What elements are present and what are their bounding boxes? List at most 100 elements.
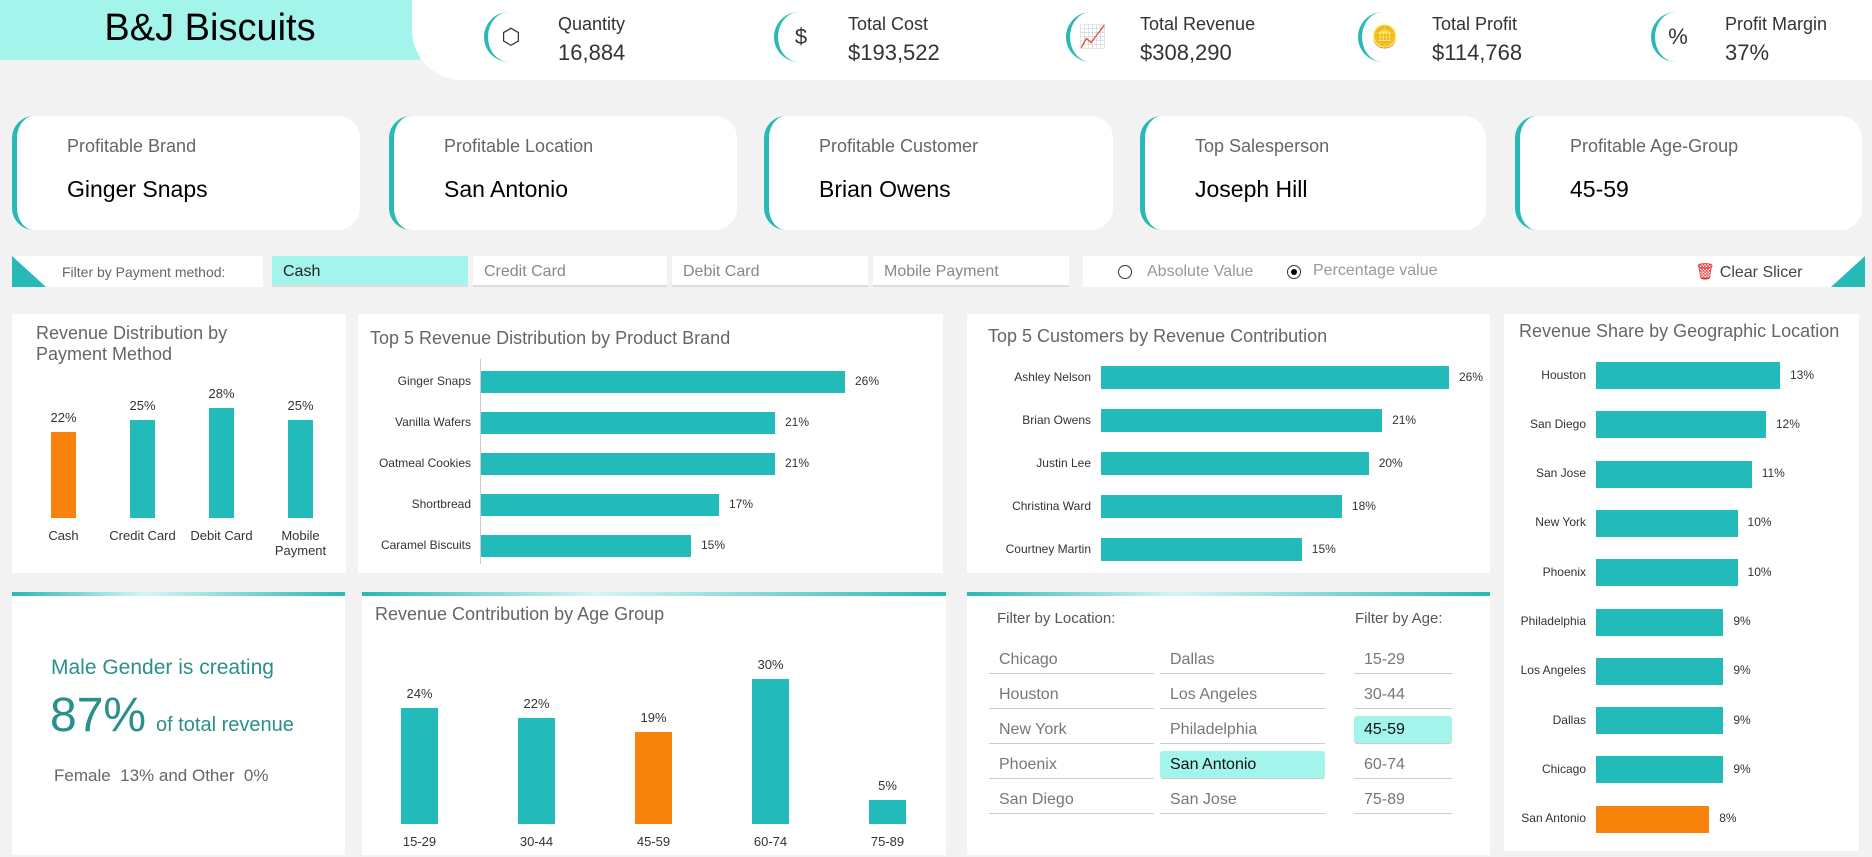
category-label: San Jose	[1535, 466, 1586, 481]
kpi-quantity: ⬡ Quantity 16,884	[484, 8, 744, 72]
bar	[1596, 608, 1724, 636]
location-filter-chicago[interactable]: Chicago	[989, 646, 1154, 674]
card-value: San Antonio	[444, 176, 569, 202]
category-label: Shortbread	[411, 497, 471, 511]
age-filter-label: Filter by Age:	[1355, 610, 1443, 627]
clear-slicer-button[interactable]: 🗑 Clear Slicer	[1695, 262, 1802, 282]
card-label: Top Salesperson	[1195, 136, 1330, 156]
category-label: 60-74	[753, 834, 788, 849]
age-filter-75-89[interactable]: 75-89	[1354, 786, 1452, 814]
card-label: Profitable Customer	[819, 136, 979, 156]
location-filter-dallas[interactable]: Dallas	[1160, 646, 1325, 674]
bar	[1596, 411, 1766, 439]
card-label: Profitable Location	[444, 136, 594, 156]
data-label: 9%	[1733, 663, 1751, 678]
bar	[130, 419, 155, 518]
bar	[518, 717, 555, 824]
data-label: 28%	[208, 386, 235, 401]
data-label: 9%	[1733, 712, 1751, 727]
age-filter-30-44[interactable]: 30-44	[1354, 681, 1452, 709]
bar	[481, 412, 775, 434]
age-filter-15-29[interactable]: 15-29	[1354, 646, 1452, 674]
bar	[481, 535, 691, 557]
kpi-profit-margin: % Profit Margin 37%	[1651, 8, 1872, 72]
bar	[288, 419, 313, 518]
hand-money-icon: 🪙	[1358, 12, 1408, 62]
category-label: Mobile Payment	[274, 528, 327, 558]
card-label: Profitable Age-Group	[1570, 136, 1739, 156]
age-filter-60-74[interactable]: 60-74	[1354, 751, 1452, 779]
kpi-total-revenue: 📈 Total Revenue $308,290	[1066, 8, 1326, 72]
radio-absolute-label[interactable]: Absolute Value	[1147, 263, 1254, 280]
location-filter-san-jose[interactable]: San Jose	[1160, 786, 1325, 814]
category-label: Houston	[1541, 367, 1586, 382]
data-label: 22%	[50, 409, 77, 425]
data-label: 24%	[406, 686, 433, 701]
bar	[1596, 509, 1738, 537]
location-filter-houston[interactable]: Houston	[989, 681, 1154, 709]
category-label: Vanilla Wafers	[394, 415, 471, 429]
data-label: 13%	[1790, 367, 1815, 382]
radio-absolute[interactable]	[1118, 265, 1132, 279]
data-label: 26%	[855, 374, 880, 388]
data-label: 15%	[1311, 541, 1336, 556]
card-value: 45-59	[1570, 176, 1629, 202]
location-filter-san-antonio[interactable]: San Antonio	[1160, 751, 1325, 779]
category-label: Ashley Nelson	[1014, 369, 1091, 384]
location-filter-new-york[interactable]: New York	[989, 716, 1154, 744]
bar	[401, 708, 438, 824]
gender-line1: Male Gender is creating	[51, 656, 274, 679]
location-filter-label: Filter by Location:	[997, 610, 1116, 627]
kpi-value: $308,290	[1140, 40, 1232, 65]
category-label: Debit Card	[190, 528, 253, 543]
location-filter-san-diego[interactable]: San Diego	[989, 786, 1154, 814]
chart-title: Revenue Contribution by Age Group	[375, 604, 665, 624]
location-filter-philadelphia[interactable]: Philadelphia	[1160, 716, 1325, 744]
bar	[1596, 756, 1724, 784]
gender-panel: Male Gender is creating 87% of total rev…	[12, 596, 345, 855]
category-label: Cash	[48, 528, 79, 543]
payment-filter-debit-card[interactable]: Debit Card	[672, 256, 868, 287]
data-label: 15%	[701, 538, 726, 552]
category-label: 75-89	[870, 834, 905, 849]
category-label: Christina Ward	[1012, 498, 1091, 513]
data-label: 21%	[785, 456, 810, 470]
gender-panel-topline	[12, 592, 345, 596]
age-filter-45-59[interactable]: 45-59	[1354, 716, 1452, 744]
bar	[1101, 538, 1302, 561]
clear-slicer-label: Clear Slicer	[1719, 264, 1803, 281]
bar	[1596, 460, 1752, 488]
data-label: 30%	[757, 657, 784, 672]
category-label: Ginger Snaps	[397, 374, 471, 388]
value-mode-panel: Absolute Value Percentage value 🗑 Clear …	[1083, 256, 1865, 287]
data-label: 12%	[1775, 416, 1800, 431]
location-filter-phoenix[interactable]: Phoenix	[989, 751, 1154, 779]
category-label: Justin Lee	[1036, 455, 1091, 470]
payment-filter-mobile-payment[interactable]: Mobile Payment	[873, 256, 1069, 287]
bar	[481, 371, 845, 393]
payment-filter-cash[interactable]: Cash	[272, 256, 468, 287]
bar	[1596, 707, 1724, 735]
bar	[1596, 362, 1780, 389]
data-label: 22%	[523, 695, 550, 711]
radio-percentage-label[interactable]: Percentage value	[1313, 262, 1438, 279]
payment-filter-credit-card[interactable]: Credit Card	[473, 256, 667, 287]
bar	[209, 408, 234, 518]
category-label: Caramel Biscuits	[380, 538, 471, 552]
card-profitable-age-group: Profitable Age-Group 45-59	[1515, 116, 1862, 230]
bar	[51, 431, 76, 518]
filter-panel-topline	[967, 592, 1490, 596]
dashboard-title: B&J Biscuits	[0, 0, 420, 60]
location-filter-los-angeles[interactable]: Los Angeles	[1160, 681, 1325, 709]
category-label: San Diego	[1529, 416, 1586, 431]
bar	[1101, 495, 1342, 518]
bar	[635, 732, 672, 824]
kpi-label: Total Profit	[1432, 14, 1518, 34]
customer-chart-panel: Top 5 Customers by Revenue Contribution A…	[967, 314, 1490, 573]
category-label: Brian Owens	[1022, 412, 1091, 427]
data-label: 25%	[129, 397, 156, 413]
bar	[752, 679, 789, 824]
gender-line3: Female 13% and Other 0%	[54, 766, 269, 785]
radio-percentage[interactable]	[1287, 265, 1301, 279]
bar	[1596, 559, 1738, 587]
